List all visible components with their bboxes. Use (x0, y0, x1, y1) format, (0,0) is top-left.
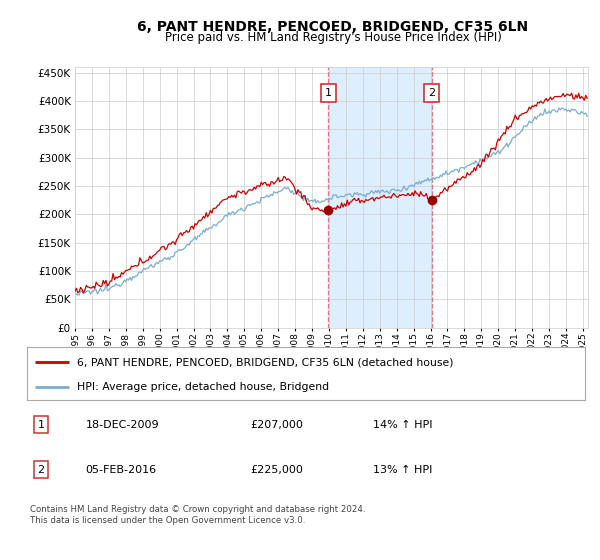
Text: 05-FEB-2016: 05-FEB-2016 (86, 465, 157, 475)
Text: £207,000: £207,000 (250, 420, 303, 430)
Text: 2: 2 (37, 465, 44, 475)
Text: 6, PANT HENDRE, PENCOED, BRIDGEND, CF35 6LN (detached house): 6, PANT HENDRE, PENCOED, BRIDGEND, CF35 … (77, 357, 454, 367)
Text: £225,000: £225,000 (250, 465, 303, 475)
Text: 1: 1 (325, 88, 332, 97)
Text: 6, PANT HENDRE, PENCOED, BRIDGEND, CF35 6LN: 6, PANT HENDRE, PENCOED, BRIDGEND, CF35 … (137, 20, 529, 34)
Text: Contains HM Land Registry data © Crown copyright and database right 2024.
This d: Contains HM Land Registry data © Crown c… (30, 505, 365, 525)
Bar (328, 67, 432, 328)
Text: HPI: Average price, detached house, Bridgend: HPI: Average price, detached house, Brid… (77, 382, 329, 392)
Text: 2: 2 (428, 88, 436, 97)
Text: 13% ↑ HPI: 13% ↑ HPI (373, 465, 433, 475)
Text: 18-DEC-2009: 18-DEC-2009 (86, 420, 159, 430)
Text: Price paid vs. HM Land Registry's House Price Index (HPI): Price paid vs. HM Land Registry's House … (164, 31, 502, 44)
Text: 14% ↑ HPI: 14% ↑ HPI (373, 420, 433, 430)
Text: 1: 1 (37, 420, 44, 430)
